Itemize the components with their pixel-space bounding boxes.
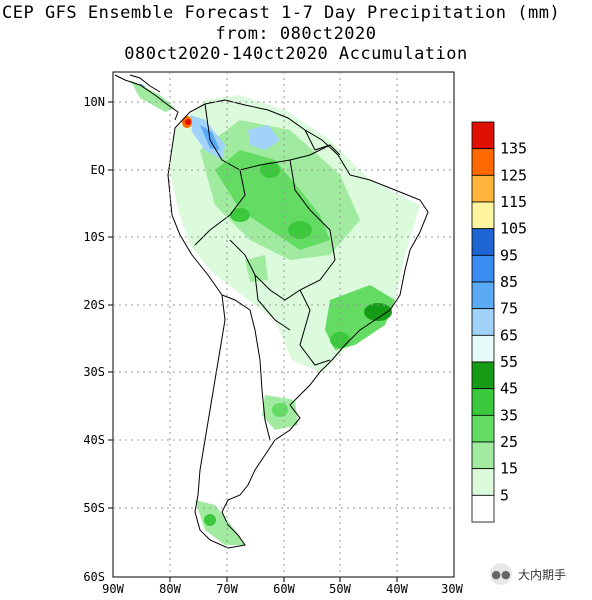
y-tick-label: EQ bbox=[91, 163, 105, 177]
colorbar-swatch bbox=[471, 468, 495, 496]
colorbar-label: 15 bbox=[500, 460, 518, 478]
y-tick-label: 40S bbox=[83, 433, 105, 447]
colorbar-swatch bbox=[471, 308, 495, 336]
y-tick-label: 20S bbox=[83, 298, 105, 312]
coastlines bbox=[114, 74, 429, 549]
colorbar-swatch bbox=[471, 254, 495, 283]
graticule bbox=[113, 72, 454, 577]
precip-shading bbox=[130, 80, 420, 545]
colorbar-label: 105 bbox=[500, 220, 527, 238]
colorbar-swatch bbox=[471, 388, 495, 416]
watermark-text: 大内期手 bbox=[518, 567, 567, 582]
colorbar-swatch bbox=[471, 441, 495, 470]
y-tick-label: 50S bbox=[83, 501, 105, 515]
x-tick-label: 70W bbox=[216, 582, 238, 596]
colorbar-label: 25 bbox=[500, 433, 518, 451]
x-tick-label: 80W bbox=[159, 582, 181, 596]
colorbar-swatch bbox=[471, 414, 495, 443]
y-tick-label: 10N bbox=[83, 95, 105, 109]
colorbar-swatch bbox=[471, 174, 495, 203]
x-tick-label: 30W bbox=[441, 582, 463, 596]
colorbar-label: 75 bbox=[500, 300, 518, 318]
x-tick-label: 40W bbox=[386, 582, 408, 596]
colorbar-swatch bbox=[471, 361, 495, 390]
colorbar-label: 135 bbox=[500, 140, 527, 158]
x-tick-label: 90W bbox=[102, 582, 124, 596]
colorbar-label: 65 bbox=[500, 326, 518, 344]
colorbar-label: 35 bbox=[500, 406, 518, 424]
y-axis: 10N EQ 10S 20S 30S 40S 50S 60S bbox=[83, 95, 113, 584]
wechat-icon: ●● bbox=[490, 563, 512, 585]
x-tick-label: 50W bbox=[329, 582, 351, 596]
map-subtitle-from: from: 080ct2020 bbox=[215, 24, 377, 44]
colorbar-label: 125 bbox=[500, 166, 527, 184]
colorbar-swatch bbox=[471, 201, 495, 230]
x-tick-label: 60W bbox=[273, 582, 295, 596]
colorbar-swatch bbox=[471, 334, 495, 363]
colorbar-label: 55 bbox=[500, 353, 518, 371]
y-tick-label: 30S bbox=[83, 365, 105, 379]
colorbar-swatch bbox=[471, 148, 495, 176]
colorbar-swatch bbox=[471, 281, 495, 310]
watermark: ●● 大内期手 bbox=[490, 563, 566, 585]
colorbar-swatch bbox=[471, 228, 495, 256]
colorbar-label: 95 bbox=[500, 246, 518, 264]
colorbar-label: 45 bbox=[500, 380, 518, 398]
map-title: CEP GFS Ensemble Forecast 1-7 Day Precip… bbox=[2, 3, 561, 23]
colorbar-label: 85 bbox=[500, 273, 518, 291]
y-tick-label: 60S bbox=[83, 570, 105, 584]
colorbar-label: 115 bbox=[500, 193, 527, 211]
colorbar: 135 125 115 105 95 85 75 65 55 45 35 25 15 5 bbox=[471, 121, 527, 523]
map-subtitle-period: 080ct2020-140ct2020 Accumulation bbox=[124, 44, 468, 64]
colorbar-swatch bbox=[471, 121, 495, 150]
x-axis: 90W 80W 70W 60W 50W 40W 30W bbox=[102, 577, 464, 596]
y-tick-label: 10S bbox=[83, 230, 105, 244]
colorbar-swatch bbox=[471, 494, 495, 523]
colorbar-label: 5 bbox=[500, 486, 509, 504]
